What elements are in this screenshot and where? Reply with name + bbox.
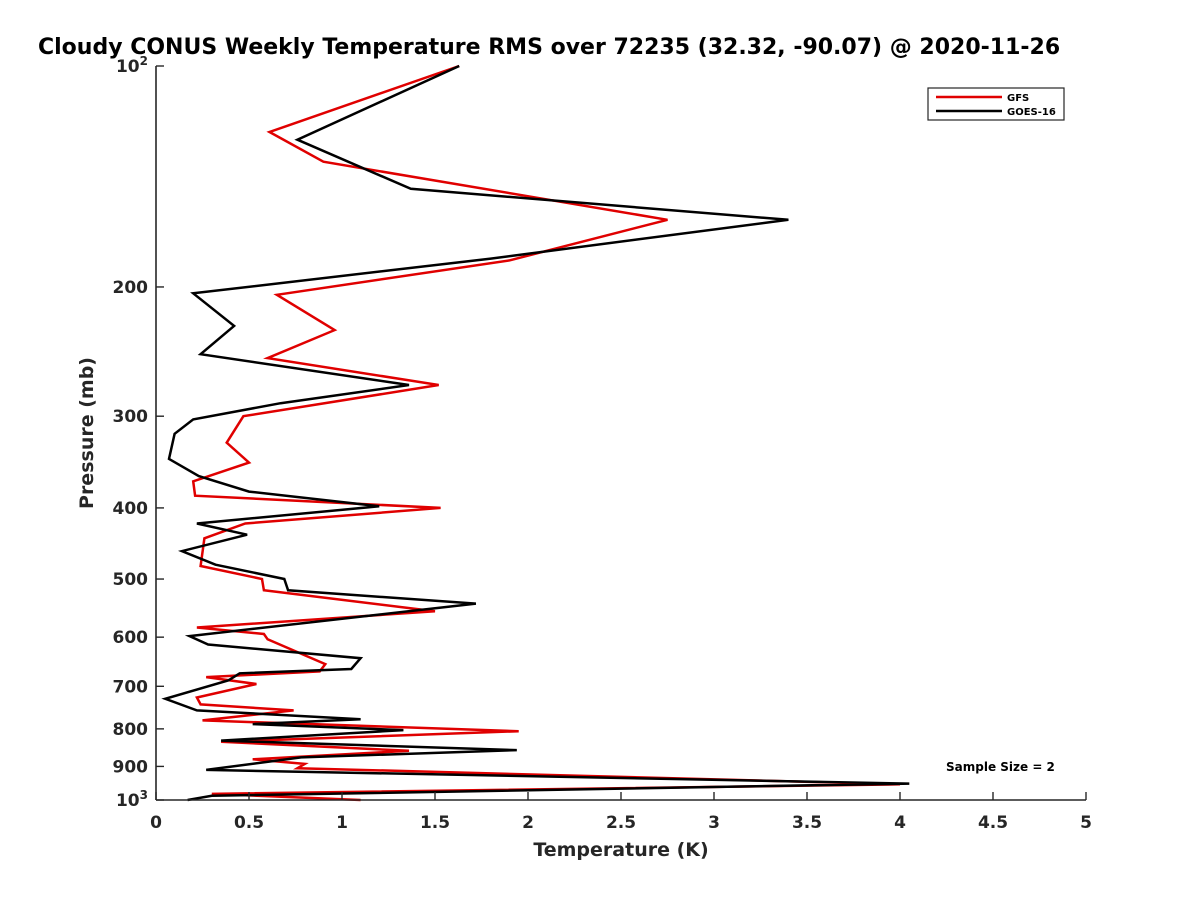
- x-tick-label: 2: [522, 813, 534, 833]
- chart-title: Cloudy CONUS Weekly Temperature RMS over…: [38, 35, 1060, 60]
- sample-size-annotation: Sample Size = 2: [946, 760, 1055, 774]
- series-line-goes16: [161, 64, 910, 802]
- y-tick-label: 500: [113, 570, 149, 590]
- x-tick-label: 0.5: [234, 813, 264, 833]
- y-tick-label: 800: [113, 720, 149, 740]
- x-tick-label: 3.5: [792, 813, 822, 833]
- y-tick-label: 200: [113, 278, 149, 298]
- x-tick-label: 4: [894, 813, 906, 833]
- x-tick-label: 1.5: [420, 813, 450, 833]
- x-axis-label: Temperature (K): [533, 839, 708, 861]
- series-line-gfs: [191, 64, 901, 802]
- series-layer: [161, 64, 910, 802]
- y-tick-label: 600: [113, 628, 149, 648]
- legend: GFS GOES-16: [927, 87, 1065, 121]
- legend-label-gfs: GFS: [1007, 93, 1029, 104]
- x-tick-label: 1: [336, 813, 348, 833]
- x-tick-label: 2.5: [606, 813, 636, 833]
- y-tick-label: 300: [113, 407, 149, 427]
- y-tick-label: 700: [113, 677, 149, 697]
- ticks-layer: 0 0.5 1 1.5 2 2.5 3 3.5 4 4.5 5 102 200 300 400 500 600 7…: [113, 54, 1092, 833]
- x-tick-label: 3: [708, 813, 720, 833]
- legend-label-goes16: GOES-16: [1007, 107, 1056, 118]
- x-tick-label: 4.5: [978, 813, 1008, 833]
- y-axis-label: Pressure (mb): [76, 357, 98, 509]
- y-tick-label: 102: [116, 54, 148, 77]
- y-tick-label: 900: [113, 757, 149, 777]
- x-tick-label: 5: [1080, 813, 1092, 833]
- y-tick-label: 103: [116, 788, 148, 811]
- x-tick-label: 0: [150, 813, 162, 833]
- y-tick-label: 400: [113, 499, 149, 519]
- legend-box: [927, 87, 1065, 121]
